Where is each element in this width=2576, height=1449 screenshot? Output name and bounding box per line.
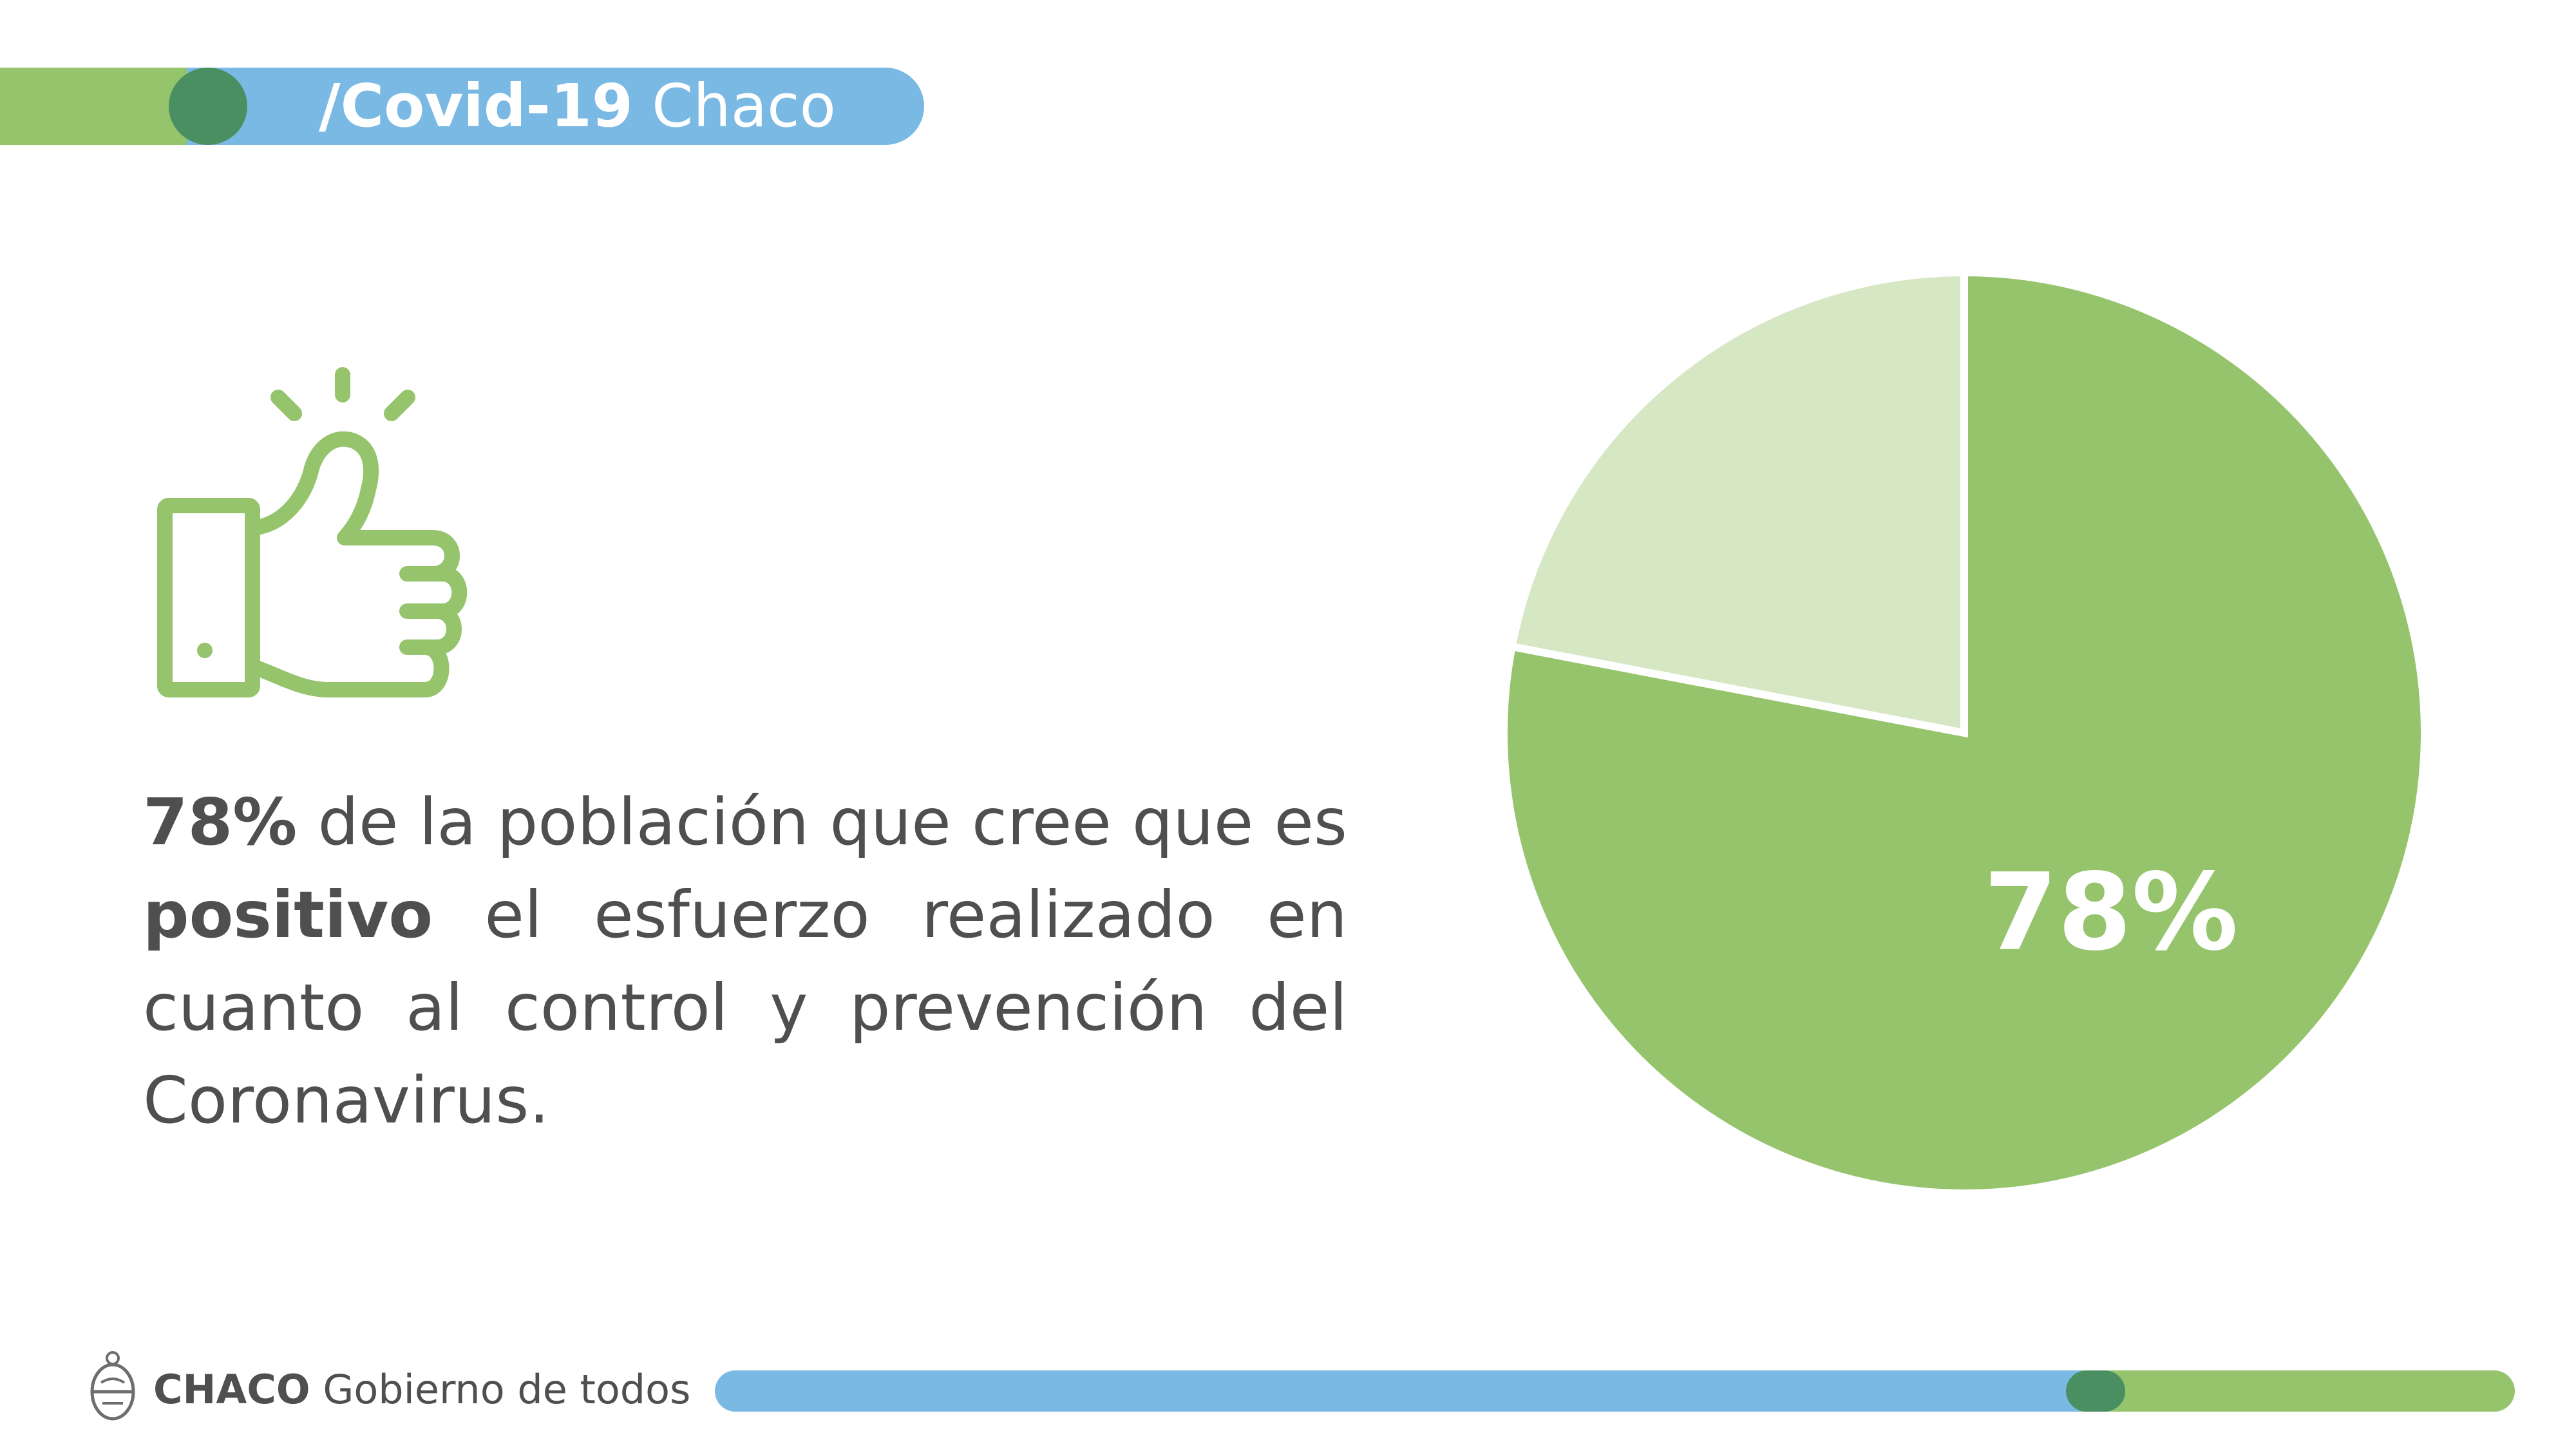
page-title: /Covid-19 Chaco xyxy=(319,68,836,145)
footer-bar-dot xyxy=(2066,1370,2125,1412)
page-title-bold: /Covid-19 xyxy=(319,71,633,140)
footer-brand-name: CHACO xyxy=(153,1366,310,1413)
footer-bar-blue xyxy=(715,1370,2106,1412)
thumbs-up-icon xyxy=(142,351,470,712)
statement-text: 78% de la población que cree que es posi… xyxy=(143,776,1347,1147)
header-blue-pill xyxy=(187,68,924,145)
pie-slice-1 xyxy=(1507,268,1968,738)
header-banner: /Covid-19 Chaco xyxy=(0,68,924,145)
footer-brand: CHACO Gobierno de todos xyxy=(153,1364,690,1416)
pie-chart: 78% xyxy=(1494,258,2434,1198)
statement-highlight-percent: 78% xyxy=(143,784,298,860)
statement-part2: el esfuerzo realizado en cuanto al contr… xyxy=(143,877,1347,1138)
statement-highlight-word: positivo xyxy=(143,877,433,952)
footer-tagline: Gobierno de todos xyxy=(323,1366,691,1413)
coat-of-arms-logo xyxy=(87,1349,138,1423)
statement-part1: de la población que cree que es xyxy=(297,784,1347,860)
pie-slice-0 xyxy=(1500,268,2429,1197)
header-dot xyxy=(169,68,247,145)
footer-progress-bar xyxy=(715,1370,2515,1412)
footer-bar-green xyxy=(2080,1370,2515,1412)
pie-slice-label-0: 78% xyxy=(1984,850,2238,974)
page-title-regular: Chaco xyxy=(652,71,836,140)
pie-chart-svg: 78% xyxy=(1500,268,2429,1197)
